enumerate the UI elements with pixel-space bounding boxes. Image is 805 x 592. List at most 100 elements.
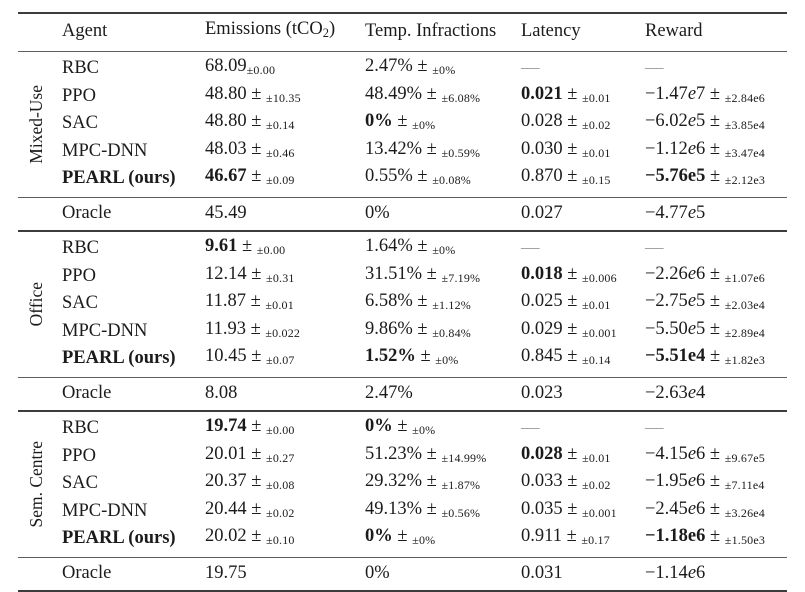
emissions-cell: 12.14 ± ±0.31 <box>205 263 295 285</box>
exp-e: e <box>687 111 697 131</box>
error-subscript: ±6.08% <box>441 90 481 105</box>
error-subscript: ±0.08% <box>432 173 471 187</box>
group-sem-centre: Sem. Centre RBC 19.74 ± ±0.00 0% ± ±0% — — PPO… <box>18 411 787 557</box>
temp-infractions-cell: 2.47% ± ±0% <box>365 56 456 77</box>
error-subscript: ±9.67e5 <box>724 450 765 465</box>
error-subscript: ±0.00 <box>256 243 286 257</box>
table-row: SAC 48.80 ± ±0.14 0% ± ±0% 0.028 ± ±0.02 −6.… <box>18 110 787 138</box>
exp-e: e <box>687 202 697 223</box>
col-header-agent: Agent <box>62 21 108 41</box>
reward-cell: −1.18e6 ± ±1.50e3 <box>645 526 766 547</box>
latency-cell: 0.031 <box>521 562 563 583</box>
oracle-row: Oracle 45.49 0% 0.027 −4.77e5 <box>18 197 787 231</box>
error-subscript: ±0.07 <box>266 353 295 367</box>
group-label-cell-empty <box>18 377 55 411</box>
oracle-row: Oracle 19.75 0% 0.031 −1.14e6 <box>18 557 787 591</box>
error-subscript: ±0.01 <box>582 90 611 105</box>
error-subscript: ±2.03e4 <box>724 298 765 312</box>
temp-infractions-cell: 0% <box>365 562 390 583</box>
na-dash: — <box>521 58 540 78</box>
emissions-cell: 19.74 ± ±0.00 <box>205 416 295 437</box>
reward-cell: −4.77e5 <box>645 202 706 223</box>
error-subscript: ±0.84% <box>432 325 471 340</box>
error-subscript: ±0% <box>412 423 436 437</box>
temp-infractions-cell: 51.23% ± ±14.99% <box>365 443 487 465</box>
reward-cell: −2.45e6 ± ±3.26e4 <box>645 498 765 520</box>
error-subscript: ±0.01 <box>582 450 611 465</box>
table-row: PEARL (ours) 46.67 ± ±0.09 0.55% ± ±0.08% 0… <box>18 165 787 197</box>
col-header-emissions: Emissions (tCO2) <box>205 13 365 52</box>
reward-cell: −5.50e5 ± ±2.89e4 <box>645 318 765 340</box>
latency-cell: 0.021 ± ±0.01 <box>521 83 611 105</box>
error-subscript: ±0.17 <box>581 533 610 547</box>
error-subscript: ±7.11e4 <box>724 478 765 492</box>
latency-cell: 0.870 ± ±0.15 <box>521 166 611 187</box>
error-subscript: ±0.56% <box>441 505 481 520</box>
group-office: Office RBC 9.61 ± ±0.00 1.64% ± ±0% — — PPO 12.… <box>18 231 787 377</box>
agent-cell: PPO <box>62 85 96 106</box>
latency-cell: 0.035 ± ±0.001 <box>521 498 617 520</box>
error-subscript: ±0% <box>435 353 459 367</box>
agent-cell: SAC <box>62 293 98 313</box>
reward-cell: −2.26e6 ± ±1.07e6 <box>645 263 765 285</box>
temp-infractions-cell: 1.64% ± ±0% <box>365 236 456 257</box>
reward-cell: −5.76e5 ± ±2.12e3 <box>645 166 766 187</box>
emissions-header-text: Emissions (tCO <box>205 19 323 39</box>
exp-e: e <box>687 138 697 159</box>
agent-cell: RBC <box>62 238 100 258</box>
emissions-cell: 19.75 <box>205 562 247 583</box>
latency-cell: 0.023 <box>521 382 563 403</box>
exp-e: e <box>687 382 697 403</box>
exp-e: e <box>687 83 697 104</box>
error-subscript: ±0% <box>432 63 456 77</box>
error-subscript: ±0.00 <box>246 63 276 77</box>
group-label-office: Office <box>26 282 47 327</box>
temp-infractions-cell: 0% ± ±0% <box>365 111 436 132</box>
agent-cell: SAC <box>62 473 98 493</box>
error-subscript: ±0.46 <box>266 145 295 160</box>
emissions-cell: 48.80 ± ±10.35 <box>205 83 301 105</box>
latency-cell: 0.027 <box>521 202 563 223</box>
error-subscript: ±0.27 <box>266 450 295 465</box>
error-subscript: ±1.82e3 <box>724 353 766 367</box>
error-subscript: ±0.001 <box>582 325 617 340</box>
table-row: PEARL (ours) 20.02 ± ±0.10 0% ± ±0% 0.911 ±… <box>18 525 787 557</box>
error-subscript: ±0% <box>412 533 436 547</box>
reward-cell: −5.51e4 ± ±1.82e3 <box>645 346 766 367</box>
emissions-cell: 9.61 ± ±0.00 <box>205 236 286 257</box>
table-row: PEARL (ours) 10.45 ± ±0.07 1.52% ± ±0% 0.84… <box>18 345 787 377</box>
exp-e: e <box>687 318 697 339</box>
error-subscript: ±1.87% <box>441 478 481 492</box>
group-label-sem-centre: Sem. Centre <box>26 440 47 528</box>
results-table: Agent Emissions (tCO2) Temp. Infractions… <box>18 12 787 592</box>
reward-cell: −6.02e5 ± ±3.85e4 <box>645 111 765 132</box>
error-subscript: ±0.14 <box>582 353 611 367</box>
error-subscript: ±3.26e4 <box>724 505 765 520</box>
error-subscript: ±0.02 <box>266 505 295 520</box>
agent-cell: PEARL (ours) <box>62 348 176 368</box>
temp-infractions-cell: 13.42% ± ±0.59% <box>365 138 481 160</box>
emissions-cell: 20.44 ± ±0.02 <box>205 498 295 520</box>
temp-infractions-cell: 6.58% ± ±1.12% <box>365 291 471 312</box>
emissions-cell: 68.09±0.00 <box>205 56 276 77</box>
na-dash: — <box>645 238 664 258</box>
error-subscript: ±0.001 <box>582 505 617 520</box>
table-row: SAC 11.87 ± ±0.01 6.58% ± ±1.12% 0.025 ± ±0… <box>18 290 787 318</box>
reward-cell: −1.12e6 ± ±3.47e4 <box>645 138 765 160</box>
table-header: Agent Emissions (tCO2) Temp. Infractions… <box>18 13 787 52</box>
exp-e: e <box>687 562 697 583</box>
group-label-cell: Mixed-Use <box>18 52 55 198</box>
reward-cell: −1.14e6 <box>645 562 706 583</box>
table-row: Mixed-Use RBC 68.09±0.00 2.47% ± ±0% — — <box>18 52 787 164</box>
reward-cell: −1.47e7 ± ±2.84e6 <box>645 83 765 105</box>
temp-infractions-cell: 0% ± ±0% <box>365 526 436 547</box>
latency-cell: 0.033 ± ±0.02 <box>521 471 611 492</box>
error-subscript: ±1.50e3 <box>724 533 766 547</box>
emissions-cell: 20.01 ± ±0.27 <box>205 443 295 465</box>
agent-cell: Oracle <box>62 202 112 223</box>
emissions-cell: 48.80 ± ±0.14 <box>205 111 295 132</box>
emissions-cell: 20.02 ± ±0.10 <box>205 526 295 547</box>
error-subscript: ±2.12e3 <box>724 173 766 187</box>
page: { "table": { "headers": { "agent": "Agen… <box>0 12 805 591</box>
error-subscript: ±3.47e4 <box>724 145 765 160</box>
